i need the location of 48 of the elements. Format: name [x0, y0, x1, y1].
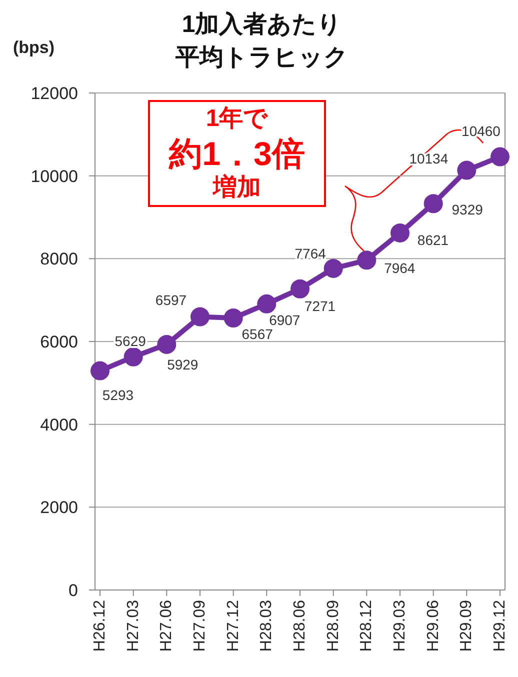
y-tick-label: 2000 — [40, 498, 78, 518]
point — [290, 279, 310, 298]
data-label: 5929 — [167, 356, 198, 372]
x-tick-label: H29.06 — [424, 600, 442, 652]
data-label: 5629 — [114, 332, 146, 349]
data-label: 5293 — [102, 386, 134, 403]
x-tick-label: H29.12 — [492, 600, 508, 652]
y-tick-label: 12000 — [30, 84, 78, 104]
x-tick-label: H27.03 — [124, 600, 142, 652]
point — [490, 147, 510, 166]
data-label: 8621 — [417, 232, 449, 248]
point — [357, 250, 376, 270]
x-tick-label: H27.12 — [224, 600, 242, 652]
y-tick-label: 10000 — [30, 166, 78, 186]
point — [324, 258, 343, 278]
x-tick-label: H27.09 — [192, 600, 208, 652]
x-tick-label: H27.06 — [158, 600, 176, 652]
y-tick-label: 6000 — [40, 332, 78, 352]
point — [157, 334, 176, 354]
y-tick-label: 0 — [68, 581, 78, 600]
point — [257, 294, 276, 314]
data-label: 6567 — [242, 326, 274, 342]
x-tick-label: H28.09 — [324, 600, 342, 652]
y-axis-title: (bps) — [13, 38, 55, 58]
data-label: 7764 — [294, 245, 326, 262]
data-label: 9329 — [452, 202, 484, 218]
point — [90, 361, 110, 380]
data-label: 10460 — [462, 122, 501, 139]
data-label: 6597 — [155, 292, 187, 308]
y-tick-label: 8000 — [40, 250, 78, 269]
x-tick-label: H26.12 — [92, 600, 108, 652]
data-label: 7271 — [304, 298, 336, 314]
x-tick-label: H29.09 — [458, 600, 476, 652]
x-tick-label: H28.06 — [292, 600, 308, 652]
point — [190, 307, 210, 326]
data-label: 7964 — [384, 260, 416, 276]
annotation: 1年で約1．3倍増加 — [169, 105, 305, 201]
x-tick-label: H28.03 — [258, 600, 276, 652]
chart-title: 1加入者あたり平均トラヒック — [176, 11, 348, 71]
data-label: 6907 — [269, 312, 300, 328]
point — [224, 308, 243, 328]
point — [457, 160, 476, 180]
x-tick-label: H28.12 — [358, 600, 376, 652]
point — [390, 223, 410, 242]
x-tick-label: H29.03 — [392, 600, 408, 652]
point — [424, 194, 443, 214]
point — [124, 347, 143, 366]
y-tick-label: 4000 — [40, 415, 78, 434]
